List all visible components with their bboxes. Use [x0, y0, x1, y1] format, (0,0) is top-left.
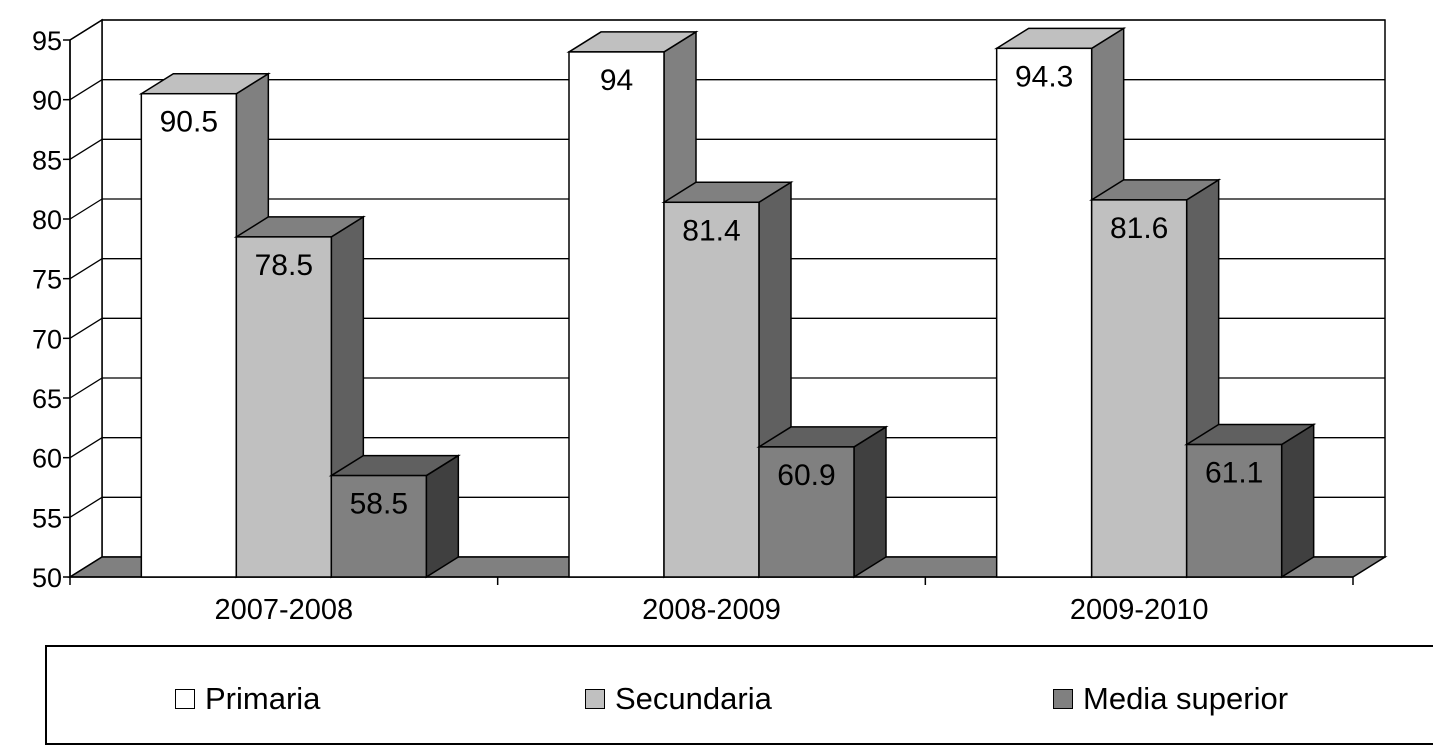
- y-tick-label: 70: [32, 324, 62, 354]
- y-tick-label: 80: [32, 205, 62, 235]
- gridline-side: [69, 377, 103, 399]
- legend-entry-media-superior: Media superior: [1053, 683, 1288, 714]
- data-label: 58.5: [350, 488, 408, 521]
- gridline-side: [69, 258, 103, 280]
- legend-entry-primaria: Primaria: [175, 683, 320, 714]
- y-tick-label: 95: [32, 26, 62, 56]
- legend: Primaria Secundaria Media superior: [45, 645, 1433, 745]
- bar: [568, 51, 665, 578]
- legend-swatch-secundaria: [585, 688, 605, 709]
- y-tick-label: 85: [32, 145, 62, 175]
- legend-label-media-superior: Media superior: [1083, 681, 1289, 716]
- data-label: 90.5: [160, 106, 218, 139]
- gridline-side: [69, 19, 103, 41]
- bar-side: [853, 425, 887, 579]
- chart-plot: 50 55 60 65 70 75 80 85 90 95 2007-2008 2008-2009 20…: [32, 18, 1388, 626]
- bar: [235, 236, 333, 578]
- bar: [758, 446, 855, 578]
- gridline-side: [69, 198, 103, 220]
- data-label: 81.6: [1110, 212, 1168, 245]
- y-tick-label: 60: [32, 444, 62, 474]
- y-tick-label: 90: [32, 86, 62, 116]
- legend-label-primaria: Primaria: [205, 681, 321, 716]
- gridline-side: [69, 317, 103, 339]
- bar: [330, 474, 428, 578]
- y-tick-label: 65: [32, 384, 62, 414]
- gridline-side: [69, 437, 103, 459]
- y-tick-label: 55: [32, 503, 62, 533]
- legend-label-secundaria: Secundaria: [615, 681, 772, 716]
- data-label: 94: [600, 64, 633, 97]
- data-label: 61.1: [1205, 457, 1263, 490]
- bar: [995, 47, 1093, 578]
- data-label: 78.5: [255, 249, 313, 282]
- plot-side-wall: [69, 18, 103, 579]
- y-tick-label: 75: [32, 265, 62, 295]
- x-tick-label: 2008-2009: [642, 594, 781, 626]
- legend-swatch-primaria: [175, 688, 195, 709]
- bar: [1185, 443, 1283, 578]
- bar: [1090, 199, 1188, 578]
- gridline-side: [69, 79, 103, 101]
- x-tick-label: 2009-2010: [1070, 594, 1209, 626]
- data-label: 60.9: [777, 459, 835, 492]
- legend-swatch-media-superior: [1053, 688, 1073, 709]
- bar: [663, 201, 760, 578]
- x-tick-label: 2007-2008: [214, 594, 353, 626]
- y-tick-label: 50: [32, 563, 62, 593]
- gridline-side: [69, 496, 103, 518]
- data-label: 81.4: [682, 214, 740, 247]
- gridline-side: [69, 138, 103, 160]
- bar-side: [1280, 423, 1315, 579]
- bar-side: [425, 454, 460, 579]
- data-label: 94.3: [1015, 60, 1073, 93]
- legend-entry-secundaria: Secundaria: [585, 683, 772, 714]
- bar: [140, 92, 238, 578]
